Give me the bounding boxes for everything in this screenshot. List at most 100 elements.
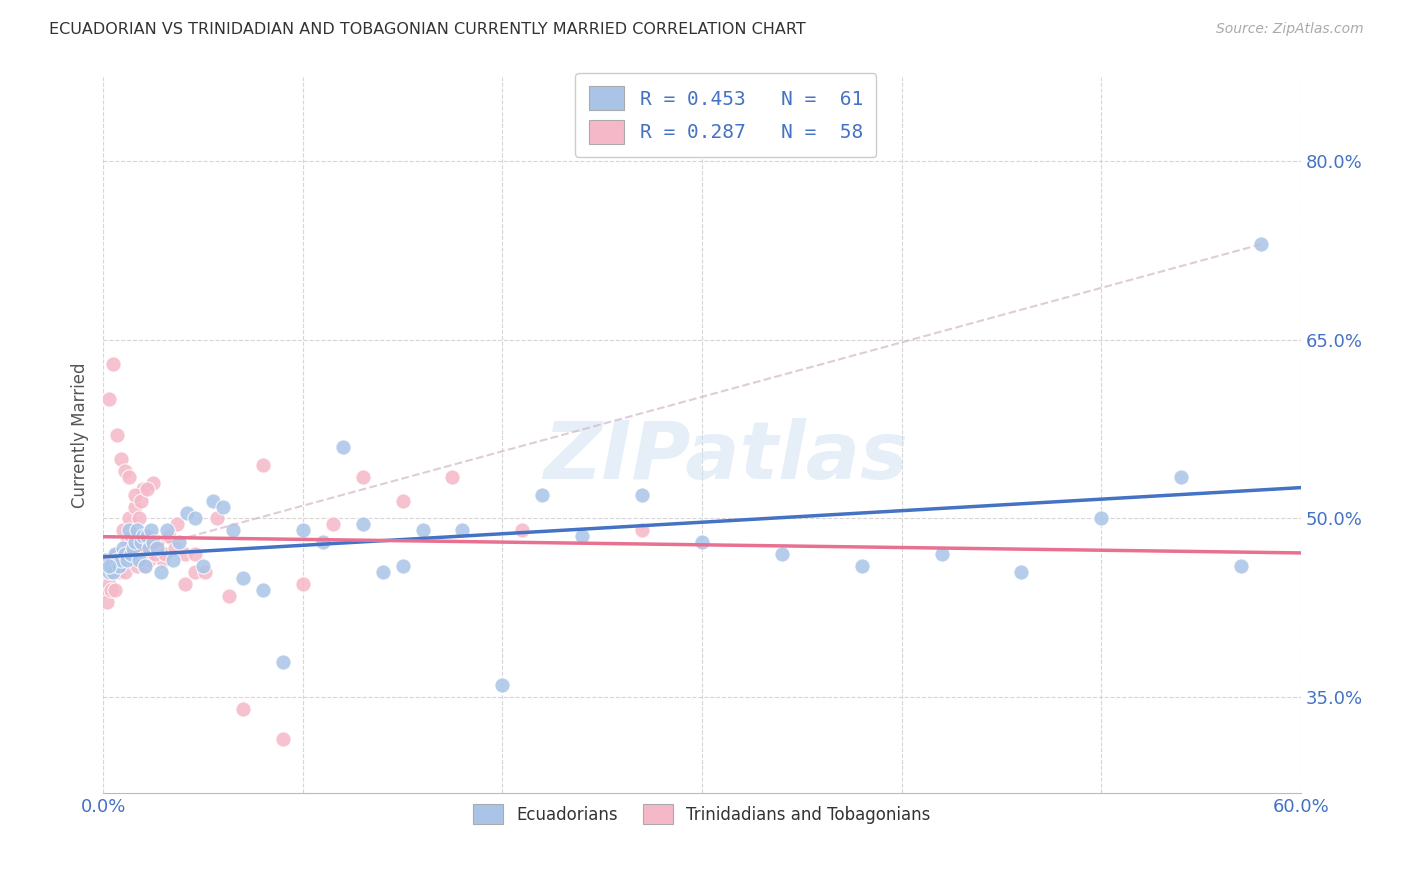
- Point: [110, 451, 132, 466]
- Point: [101, 565, 124, 579]
- Point: [104, 547, 127, 561]
- Y-axis label: Currently Married: Currently Married: [72, 362, 89, 508]
- Point: [322, 517, 344, 532]
- Point: [132, 529, 155, 543]
- Point: [115, 553, 138, 567]
- Point: [98, 565, 121, 579]
- Point: [690, 535, 713, 549]
- Point: [139, 524, 162, 538]
- Point: [122, 541, 145, 556]
- Point: [129, 493, 152, 508]
- Point: [232, 571, 254, 585]
- Point: [312, 535, 335, 549]
- Point: [136, 529, 159, 543]
- Point: [129, 541, 152, 556]
- Point: [98, 392, 121, 407]
- Point: [114, 464, 136, 478]
- Point: [1090, 511, 1112, 525]
- Point: [134, 559, 156, 574]
- Point: [98, 577, 121, 591]
- Point: [441, 469, 464, 483]
- Point: [114, 565, 136, 579]
- Point: [232, 702, 254, 716]
- Point: [112, 524, 135, 538]
- Point: [100, 559, 122, 574]
- Point: [115, 535, 138, 549]
- Point: [118, 524, 141, 538]
- Point: [125, 524, 148, 538]
- Point: [96, 559, 118, 574]
- Point: [291, 524, 314, 538]
- Point: [531, 488, 554, 502]
- Point: [105, 547, 128, 561]
- Point: [271, 655, 294, 669]
- Point: [631, 524, 654, 538]
- Point: [184, 547, 207, 561]
- Point: [571, 529, 593, 543]
- Text: Source: ZipAtlas.com: Source: ZipAtlas.com: [1216, 22, 1364, 37]
- Point: [132, 482, 155, 496]
- Point: [252, 582, 274, 597]
- Point: [101, 565, 124, 579]
- Point: [1170, 469, 1192, 483]
- Point: [332, 440, 354, 454]
- Point: [174, 577, 197, 591]
- Point: [136, 482, 159, 496]
- Point: [1230, 559, 1253, 574]
- Point: [851, 559, 873, 574]
- Point: [371, 565, 394, 579]
- Point: [108, 565, 131, 579]
- Point: [205, 511, 228, 525]
- Point: [118, 511, 141, 525]
- Point: [118, 469, 141, 483]
- Point: [391, 559, 413, 574]
- Point: [157, 529, 180, 543]
- Point: [110, 559, 132, 574]
- Point: [451, 524, 474, 538]
- Point: [125, 559, 148, 574]
- Point: [122, 553, 145, 567]
- Point: [162, 553, 184, 567]
- Point: [105, 428, 128, 442]
- Point: [1010, 565, 1032, 579]
- Point: [1250, 237, 1272, 252]
- Point: [252, 458, 274, 472]
- Point: [128, 511, 150, 525]
- Point: [124, 488, 146, 502]
- Point: [163, 541, 186, 556]
- Point: [770, 547, 793, 561]
- Point: [120, 529, 142, 543]
- Point: [104, 582, 127, 597]
- Point: [108, 559, 131, 574]
- Point: [153, 547, 176, 561]
- Point: [167, 535, 190, 549]
- Point: [512, 524, 534, 538]
- Point: [96, 595, 118, 609]
- Point: [110, 553, 132, 567]
- Point: [94, 553, 117, 567]
- Point: [128, 553, 150, 567]
- Point: [271, 731, 294, 746]
- Point: [184, 565, 207, 579]
- Point: [174, 547, 197, 561]
- Point: [124, 535, 146, 549]
- Point: [212, 500, 235, 514]
- Point: [191, 559, 214, 574]
- Point: [138, 553, 160, 567]
- Point: [142, 535, 165, 549]
- Point: [139, 535, 162, 549]
- Point: [352, 469, 374, 483]
- Point: [152, 553, 174, 567]
- Point: [142, 475, 165, 490]
- Point: [101, 357, 124, 371]
- Point: [194, 565, 217, 579]
- Point: [120, 547, 142, 561]
- Point: [491, 678, 513, 692]
- Point: [412, 524, 434, 538]
- Point: [222, 524, 245, 538]
- Point: [100, 582, 122, 597]
- Point: [146, 535, 169, 549]
- Point: [94, 582, 117, 597]
- Legend: Ecuadorians, Trinidadians and Tobagonians: Ecuadorians, Trinidadians and Tobagonian…: [463, 794, 941, 834]
- Point: [201, 493, 224, 508]
